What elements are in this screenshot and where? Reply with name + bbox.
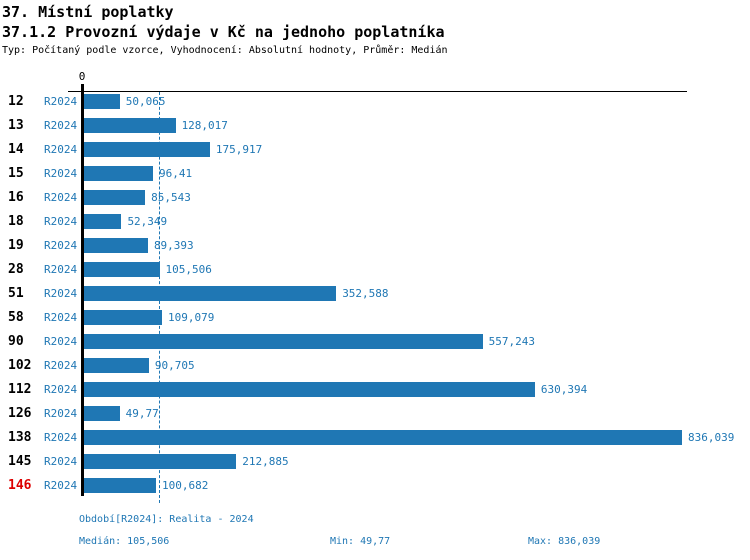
row-series-label: R2024 [44,215,78,228]
bar [84,286,337,301]
row-category-label: 18 [8,214,24,229]
row-category-label: 15 [8,166,24,181]
bar-value-label: 105,506 [165,263,212,276]
y-axis-line [81,84,84,496]
chart-row-14: 14 R2024 175,917 [0,142,750,157]
row-category-label: 146 [8,478,32,493]
row-series-label: R2024 [44,239,78,252]
row-series-label: R2024 [44,359,78,372]
chart-row-102: 102 R2024 90,705 [0,358,750,373]
footer-period: Období[R2024]: Realita - 2024 [79,514,254,525]
footer-median: Medián: 105,506 [79,536,170,547]
bar-value-label: 212,885 [242,455,289,468]
chart-row-90: 90 R2024 557,243 [0,334,750,349]
bar-value-label: 175,917 [215,143,263,156]
bar-value-label: 352,588 [342,287,389,300]
bar [84,94,120,109]
x-axis-line [68,91,687,92]
row-series-label: R2024 [44,263,78,276]
page-title: 37. Místní poplatky [2,3,174,21]
bar [84,478,156,493]
chart-row-18: 18 R2024 52,349 [0,214,750,229]
x-axis-zero-tick: 0 [78,70,86,83]
footer-min: Min: 49,77 [330,536,391,547]
chart-row-13: 13 R2024 128,017 [0,118,750,133]
bar [84,262,160,277]
row-series-label: R2024 [44,119,78,132]
bar [84,430,682,445]
bar-value-label: 96,41 [158,167,193,180]
bar [84,382,535,397]
row-series-label: R2024 [44,311,78,324]
row-category-label: 19 [8,238,24,253]
bar-value-label: 49,77 [125,407,159,420]
row-series-label: R2024 [44,455,78,468]
chart-row-145: 145 R2024 212,885 [0,454,750,469]
row-series-label: R2024 [44,407,78,420]
row-series-label: R2024 [44,287,78,300]
row-series-label: R2024 [44,95,78,108]
chart-row-146: 146 R2024 100,682 [0,478,750,493]
bar [84,238,148,253]
row-category-label: 12 [8,94,24,109]
row-category-label: 126 [8,406,32,421]
bar [84,454,237,469]
bar-value-label: 100,682 [162,479,209,492]
chart-row-112: 112 R2024 630,394 [0,382,750,397]
row-category-label: 102 [8,358,32,373]
row-category-label: 28 [8,262,24,277]
bar [84,214,122,229]
bar [84,334,483,349]
chart-row-12: 12 R2024 50,065 [0,94,750,109]
chart-title: 37.1.2 Provozní výdaje v Kč na jednoho p… [2,23,445,41]
bar-value-label: 836,039 [688,431,735,444]
row-category-label: 112 [8,382,32,397]
row-category-label: 138 [8,430,32,445]
bar [84,118,176,133]
row-series-label: R2024 [44,191,78,204]
row-category-label: 13 [8,118,24,133]
bar-value-label: 85,543 [151,191,191,204]
row-category-label: 90 [8,334,24,349]
bar [84,190,146,205]
bar-value-label: 50,065 [125,95,166,108]
row-series-label: R2024 [44,143,78,156]
chart-row-58: 58 R2024 109,079 [0,310,750,325]
chart-row-138: 138 R2024 836,039 [0,430,750,445]
row-category-label: 16 [8,190,24,205]
row-category-label: 58 [8,310,24,325]
bar-value-label: 128,017 [181,119,228,132]
chart-row-126: 126 R2024 49,77 [0,406,750,421]
bar-value-label: 52,349 [127,215,168,228]
footer-max: Max: 836,039 [528,536,601,547]
row-series-label: R2024 [44,431,78,444]
chart-row-51: 51 R2024 352,588 [0,286,750,301]
bar [84,310,162,325]
bar-value-label: 630,394 [540,383,588,396]
chart-row-15: 15 R2024 96,41 [0,166,750,181]
chart-subtitle: Typ: Počítaný podle vzorce, Vyhodnocení:… [2,45,448,56]
bar-value-label: 89,393 [153,239,194,252]
row-category-label: 145 [8,454,32,469]
row-series-label: R2024 [44,335,78,348]
bar [84,406,120,421]
row-series-label: R2024 [44,167,78,180]
bar-value-label: 109,079 [168,311,215,324]
chart-row-16: 16 R2024 85,543 [0,190,750,205]
row-series-label: R2024 [44,479,78,492]
bar [84,358,149,373]
bar-value-label: 557,243 [488,335,535,348]
bar-value-label: 90,705 [154,359,195,372]
bar [84,166,153,181]
row-series-label: R2024 [44,383,78,396]
bar [84,142,210,157]
chart-row-28: 28 R2024 105,506 [0,262,750,277]
chart-row-19: 19 R2024 89,393 [0,238,750,253]
row-category-label: 51 [8,286,24,301]
row-category-label: 14 [8,142,24,157]
